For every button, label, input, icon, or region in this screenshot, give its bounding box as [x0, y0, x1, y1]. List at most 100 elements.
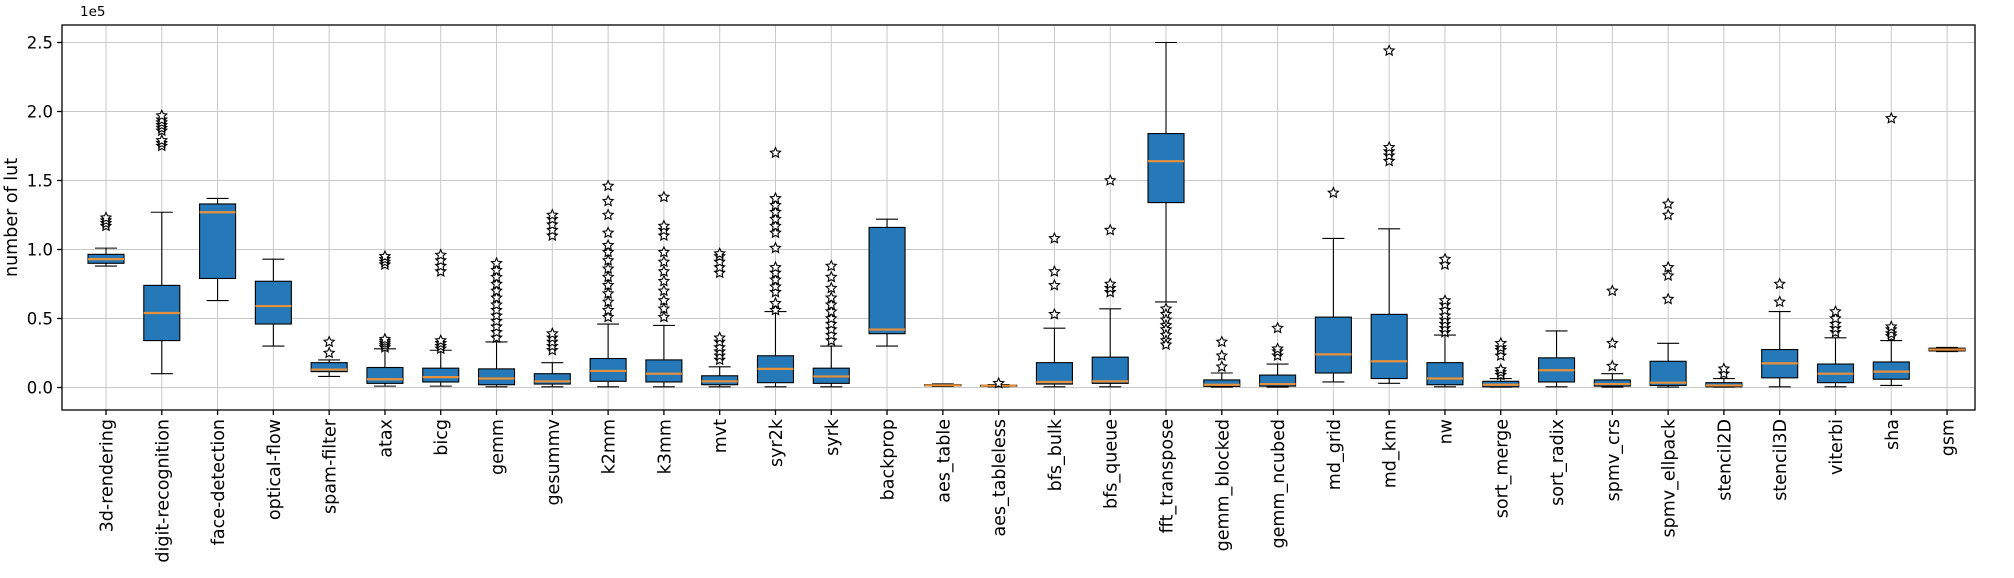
flier-star: [1884, 320, 1898, 333]
flier-star: [601, 226, 615, 239]
flier-star: [1438, 303, 1452, 316]
flier-star: [601, 278, 615, 291]
flier-star: [824, 328, 838, 341]
x-tick-label: mvt: [711, 419, 731, 453]
flier-star: [713, 246, 726, 259]
flier-star: [155, 108, 169, 121]
flier-star: [1829, 304, 1842, 317]
x-tick-label: syr2k: [767, 418, 787, 467]
x-tick-label: stencil3D: [1771, 419, 1791, 501]
box-spam-filter: [310, 362, 348, 373]
flier-star: [657, 255, 671, 268]
flier-star: [546, 335, 559, 348]
box-bicg: [422, 367, 460, 383]
x-tick-label: spam-filter: [321, 418, 341, 514]
flier-star: [546, 223, 559, 236]
flier-star: [434, 253, 448, 266]
flier-star: [1661, 269, 1675, 282]
flier-star: [601, 270, 615, 283]
flier-star: [1103, 223, 1117, 236]
x-tick-label: nw: [1436, 419, 1456, 444]
flier-star: [1773, 295, 1786, 308]
x-tick-label: bicg: [432, 419, 452, 456]
flier-star: [1829, 317, 1842, 330]
flier-star: [657, 223, 671, 236]
flier-star: [824, 317, 838, 330]
x-tick-label: optical-flow: [265, 419, 285, 520]
box-fft_transpose: [1147, 133, 1185, 204]
flier-star: [1215, 360, 1229, 373]
box-face-detection: [199, 203, 237, 280]
flier-star: [601, 238, 615, 251]
flier-star: [546, 229, 559, 242]
flier-star: [546, 343, 559, 356]
flier-star: [1271, 342, 1284, 355]
x-tick-label: gsm: [1939, 419, 1959, 456]
flier-star: [1382, 154, 1396, 167]
flier-star: [490, 331, 503, 344]
flier-star: [546, 339, 559, 352]
flier-star: [1382, 140, 1396, 153]
flier-star: [546, 331, 559, 344]
flier-star: [1103, 285, 1117, 298]
flier-star: [657, 284, 671, 297]
x-tick-label: gesummv: [544, 419, 564, 506]
flier-star: [1382, 149, 1396, 161]
flier-star: [1606, 359, 1619, 372]
flier-star: [1438, 313, 1452, 326]
flier-star: [657, 190, 671, 203]
x-tick-label: gemm_blocked: [1213, 419, 1233, 551]
flier-star: [657, 302, 671, 315]
flier-star: [1215, 349, 1229, 362]
flier-star: [601, 208, 615, 221]
flier-star: [1661, 197, 1675, 210]
flier-star: [546, 327, 559, 340]
x-tick-label: stencil2D: [1715, 419, 1735, 501]
flier-star: [1438, 293, 1452, 306]
flier-star: [434, 264, 448, 278]
flier-star: [713, 260, 726, 273]
flier-star: [601, 303, 615, 316]
y-tick-label: 0.5: [27, 309, 53, 328]
flier-star: [1382, 144, 1396, 157]
flier-star: [1494, 340, 1508, 353]
flier-star: [490, 314, 503, 327]
flier-star: [1829, 325, 1842, 338]
flier-star: [1438, 258, 1452, 271]
box-atax: [366, 366, 404, 384]
flier-star: [434, 259, 448, 272]
flier-star: [824, 333, 838, 347]
flier-star: [378, 332, 392, 345]
x-tick-label: aes_table: [934, 419, 954, 503]
flier-star: [601, 194, 615, 207]
flier-star: [1438, 317, 1452, 330]
y-tick-label: 0.0: [27, 378, 53, 397]
flier-star: [769, 260, 782, 273]
flier-star: [1215, 335, 1229, 348]
flier-star: [657, 264, 671, 277]
x-tick-label: k3mm: [655, 419, 675, 474]
box-md_knn: [1370, 313, 1408, 380]
flier-star: [155, 113, 169, 126]
box-optical-flow: [254, 280, 292, 325]
y-tick-label: 2.0: [27, 102, 53, 121]
flier-star: [1048, 264, 1061, 278]
box-gesummv: [533, 373, 571, 385]
flier-star: [1438, 321, 1452, 334]
flier-star: [1438, 298, 1452, 311]
box-md_grid: [1314, 316, 1352, 374]
flier-star: [1438, 325, 1452, 338]
flier-star: [546, 218, 559, 230]
x-tick-label: gemm_ncubed: [1269, 419, 1289, 549]
flier-star: [490, 320, 503, 333]
flier-star: [1829, 321, 1842, 334]
flier-star: [1438, 309, 1452, 322]
flier-star: [322, 346, 336, 359]
flier-star: [713, 266, 726, 279]
flier-star: [824, 281, 838, 294]
flier-star: [1606, 336, 1619, 349]
flier-star: [155, 133, 169, 146]
flier-star: [99, 211, 113, 224]
